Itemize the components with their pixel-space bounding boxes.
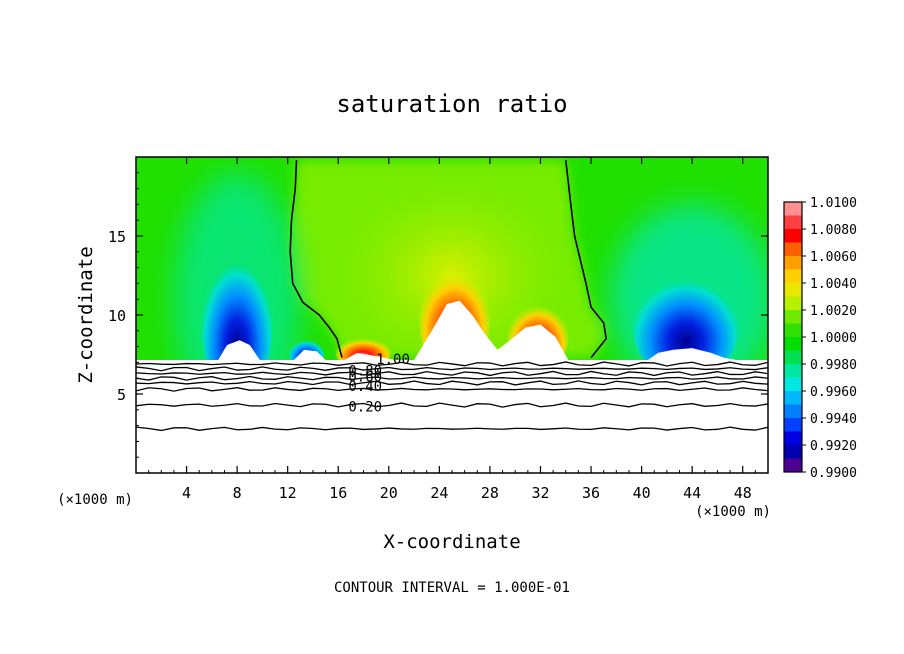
x-tick-label-6: 28 <box>481 484 499 502</box>
colorbar-swatch-19 <box>784 458 802 473</box>
contour-line-5 <box>136 387 768 392</box>
y-tick-label-2: 15 <box>108 228 126 246</box>
contour-label-4: 0.20 <box>348 400 382 416</box>
x-tick-label-1: 8 <box>233 484 242 502</box>
colorbar-swatch-9 <box>784 323 802 338</box>
y-tick-label-0: 5 <box>117 386 126 404</box>
colorbar-swatch-8 <box>784 310 802 324</box>
colorbar-label-4: 1.0020 <box>810 304 857 319</box>
colorbar-label-10: 0.9900 <box>810 466 857 481</box>
x-tick-label-2: 12 <box>279 484 297 502</box>
contour-label-0: 1.00 <box>376 352 410 368</box>
colorbar-swatch-5 <box>784 269 802 284</box>
colorbar-swatch-11 <box>784 350 802 365</box>
contour-label-2: 0.60 <box>348 370 382 386</box>
colorbar-label-2: 1.0060 <box>810 250 857 265</box>
colorbar-label-1: 1.0080 <box>810 223 857 238</box>
colorbar-swatch-16 <box>784 418 802 432</box>
colorbar-swatch-6 <box>784 283 802 297</box>
y-tick-label-1: 10 <box>108 307 126 325</box>
colorbar-label-9: 0.9920 <box>810 439 857 454</box>
colorbar-swatch-7 <box>784 296 802 311</box>
y-axis-label: Z-coordinate <box>75 246 97 383</box>
chart-title: saturation ratio <box>336 90 567 118</box>
x-tick-label-8: 36 <box>582 484 600 502</box>
x-tick-label-3: 16 <box>329 484 347 502</box>
contour-lines <box>136 361 768 432</box>
contour-line-4 <box>136 380 768 386</box>
colorbar-swatch-3 <box>784 242 802 257</box>
contour-line-0 <box>136 361 768 367</box>
plot-area: 1.000.800.600.400.204 8 12 16 20 24 28 32 36 40 44… <box>108 156 769 502</box>
subcloud-region <box>136 300 768 473</box>
colorbar-label-8: 0.9940 <box>810 412 857 427</box>
colorbar-label-0: 1.0100 <box>810 196 857 211</box>
x-tick-label-10: 44 <box>683 484 701 502</box>
colorbar-swatch-10 <box>784 337 802 351</box>
contour-line-1 <box>136 366 768 372</box>
x-tick-label-0: 4 <box>182 484 191 502</box>
contour-label-1: 0.80 <box>348 363 382 379</box>
colorbar-swatch-18 <box>784 445 802 459</box>
x-axis-label: X-coordinate <box>383 531 520 553</box>
colorbar: 1.0100 1.0080 1.0060 1.0040 1.0020 1.0000 0.99… <box>783 196 857 481</box>
saturation-boundary-left <box>289 160 343 358</box>
contour-line-6 <box>136 402 768 408</box>
colorbar-label-6: 0.9980 <box>810 358 857 373</box>
colorbar-label-5: 1.0000 <box>810 331 857 346</box>
colorbar-swatch-17 <box>784 431 802 446</box>
x-tick-label-11: 48 <box>734 484 752 502</box>
colorbar-swatch-13 <box>784 377 802 392</box>
x-tick-label-9: 40 <box>633 484 651 502</box>
colorbar-swatch-4 <box>784 256 802 270</box>
color-field <box>136 157 768 473</box>
colorbar-swatch-15 <box>784 404 802 419</box>
colorbar-swatch-14 <box>784 391 802 405</box>
colorbar-swatch-2 <box>784 229 802 243</box>
x-tick-label-5: 24 <box>430 484 448 502</box>
x-tick-label-4: 20 <box>380 484 398 502</box>
colorbar-swatch-12 <box>784 364 802 378</box>
colorbar-swatch-0 <box>784 202 802 216</box>
colorbar-label-3: 1.0040 <box>810 277 857 292</box>
colorbar-label-7: 0.9960 <box>810 385 857 400</box>
contour-line-2 <box>136 370 768 377</box>
contour-label-3: 0.40 <box>348 379 382 395</box>
z-unit-label: (×1000 m) <box>57 492 133 508</box>
contour-line-3 <box>136 375 768 381</box>
contour-line-7 <box>136 426 768 432</box>
saturation-boundary-right <box>564 160 608 359</box>
x-unit-label: (×1000 m) <box>695 504 771 520</box>
colorbar-swatch-1 <box>784 215 802 230</box>
x-tick-label-7: 32 <box>531 484 549 502</box>
contour-interval-note: CONTOUR INTERVAL = 1.000E-01 <box>334 580 570 596</box>
